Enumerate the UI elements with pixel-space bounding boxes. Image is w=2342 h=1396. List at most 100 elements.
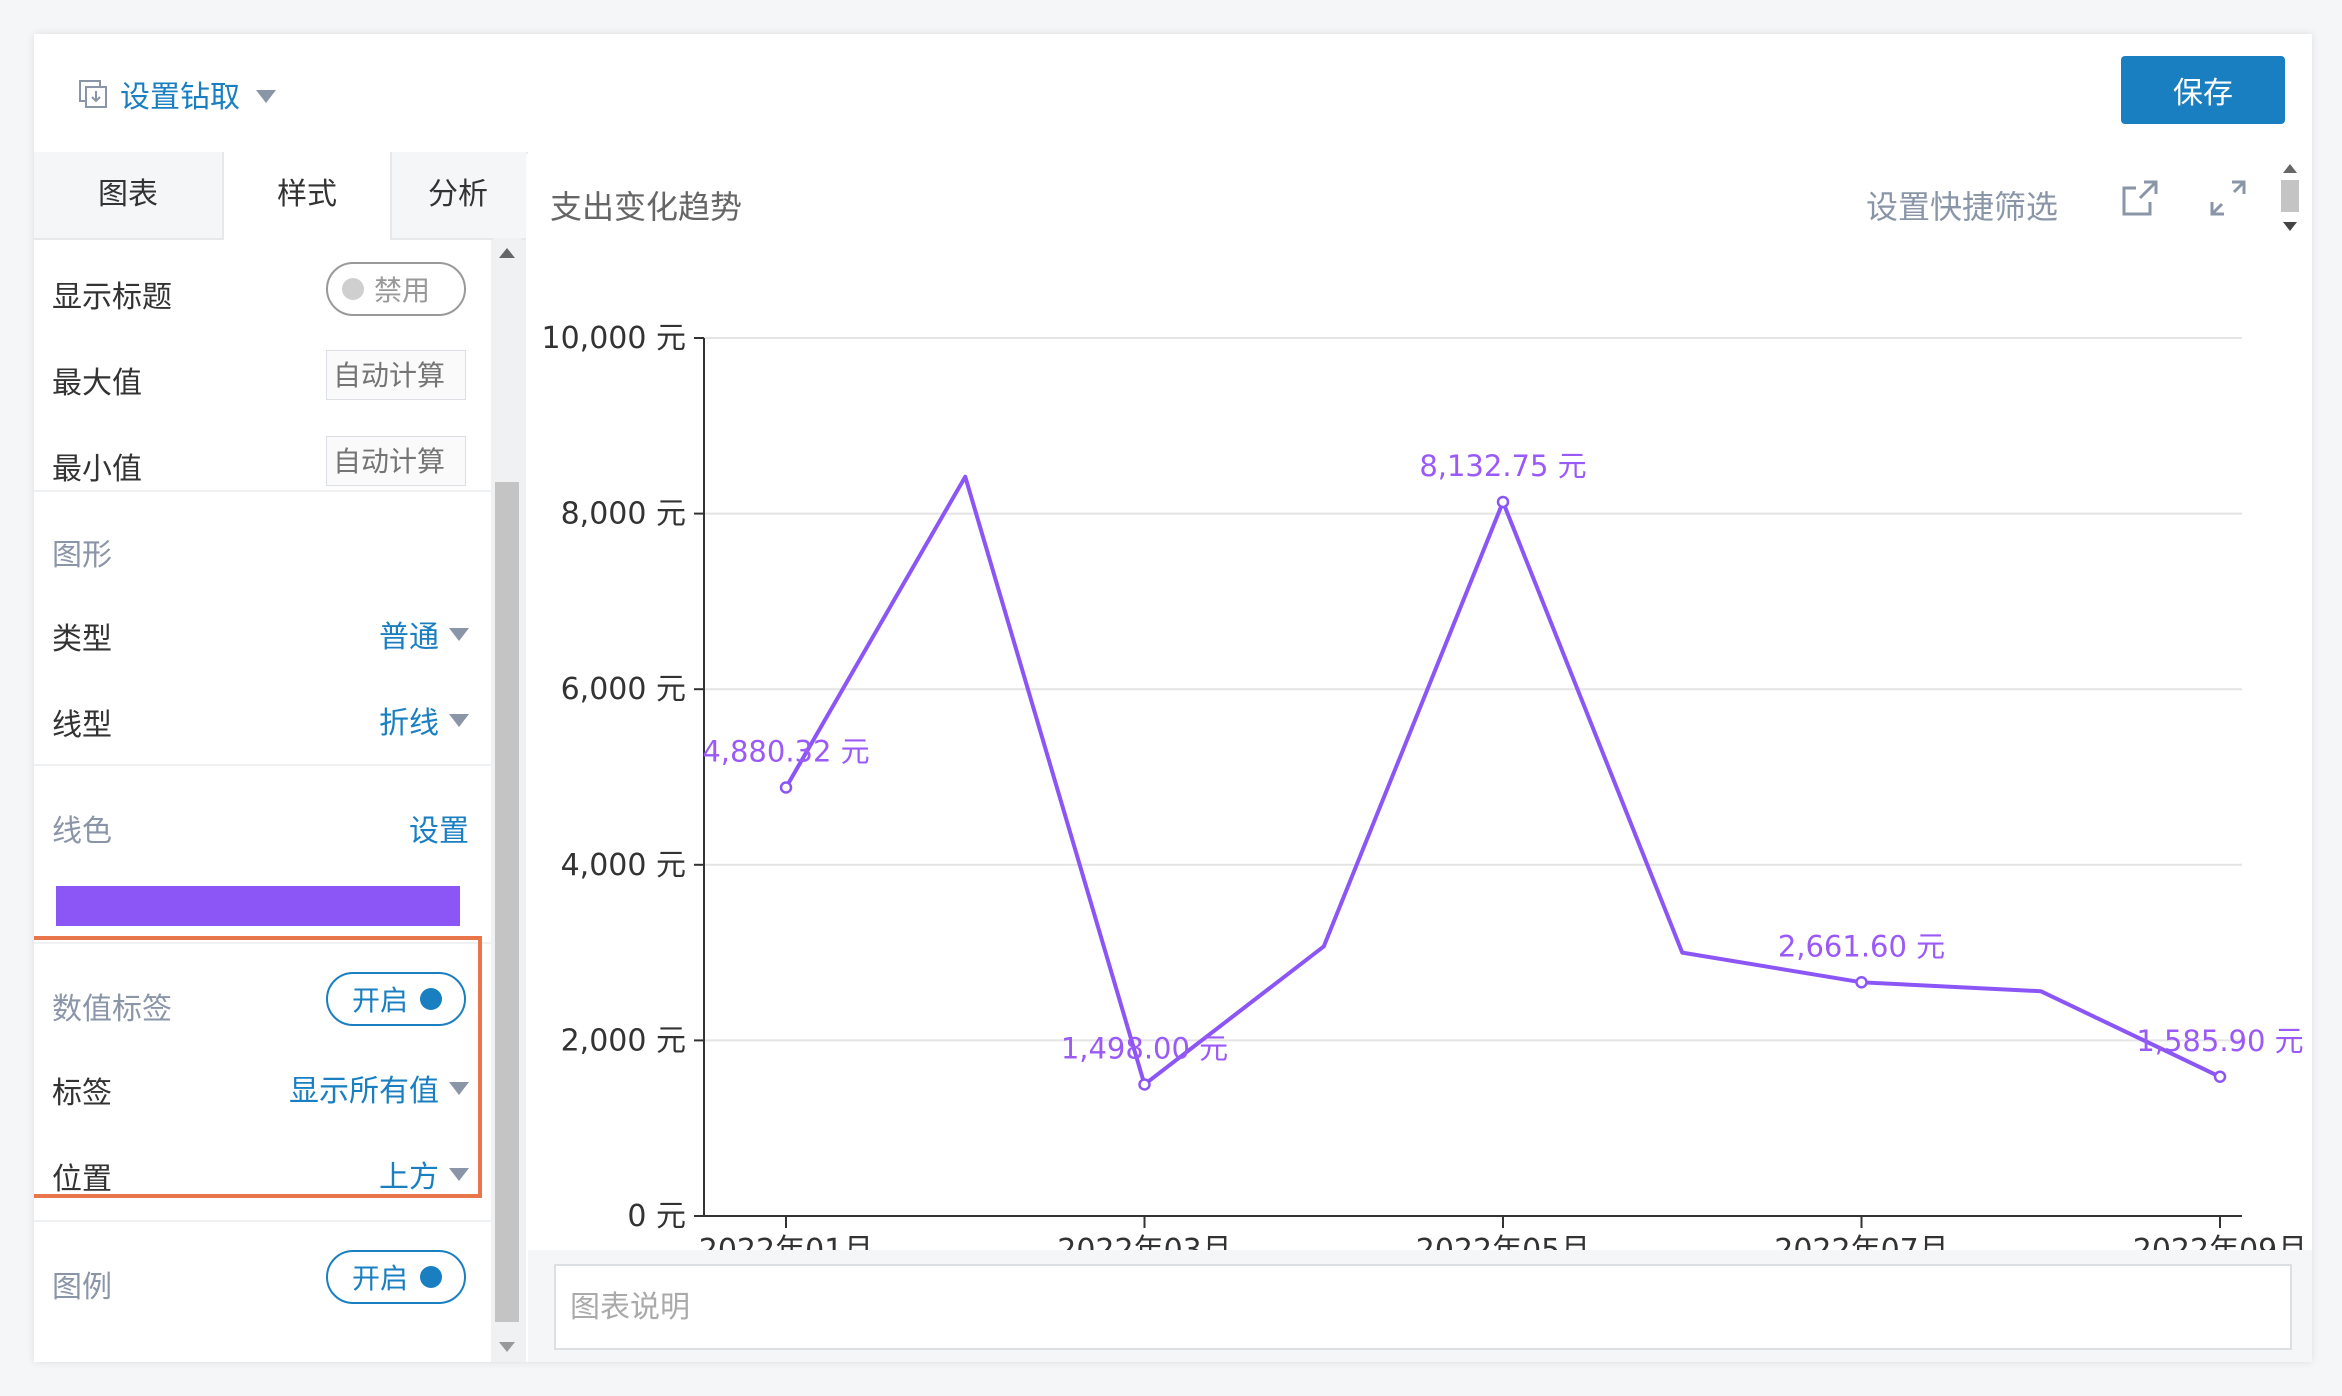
type-dropdown[interactable]: 普通 [379, 612, 469, 656]
label-row: 标签 显示所有值 [34, 1056, 491, 1116]
y-tick-label: 4,000 元 [561, 848, 686, 883]
max-value-label: 最大值 [52, 366, 142, 401]
chart-editor: 设置钻取 保存 图表 样式 分析 显示标题 禁用 最大值 [34, 34, 2312, 1362]
chevron-down-icon [256, 89, 276, 103]
panel-scrollbar[interactable] [493, 238, 521, 1362]
toggle-dot-icon [342, 278, 364, 300]
data-point [1496, 495, 1510, 509]
panel-tabs: 图表 样式 分析 [34, 152, 526, 240]
tab-analysis[interactable]: 分析 [428, 177, 488, 212]
shape-section: 图形 类型 普通 线型 折线 [34, 492, 491, 764]
legend-toggle[interactable]: 开启 [326, 1250, 466, 1304]
data-label: 1,585.90 元 [2136, 1024, 2303, 1058]
legend-toggle-label: 开启 [352, 1262, 409, 1295]
chevron-down-icon [449, 713, 469, 727]
shape-header-row: 图形 [34, 518, 491, 578]
show-title-toggle-label: 禁用 [374, 274, 431, 307]
y-tick-label: 10,000 元 [541, 321, 686, 356]
drill-icon [79, 80, 107, 108]
line-chart: 0 元2,000 元4,000 元6,000 元8,000 元10,000 元 … [541, 321, 2308, 1250]
legend-row: 图例 开启 [34, 1250, 491, 1310]
line-color-swatch[interactable] [56, 886, 460, 926]
tab-chart[interactable]: 图表 [98, 177, 158, 212]
label-label: 标签 [52, 1076, 112, 1111]
chart-area: 支出变化趋势 设置快捷筛选 0 元 2,000 元 4,000 元 6,000 元 8,… [528, 152, 2312, 1362]
scroll-thumb[interactable] [495, 482, 519, 1322]
quick-filter-link[interactable]: 设置快捷筛选 [1866, 188, 2059, 226]
share-icon[interactable] [2120, 178, 2160, 218]
scroll-down-icon[interactable] [2283, 222, 2297, 231]
grid-lines [704, 337, 2242, 1042]
scroll-down-icon[interactable] [499, 1342, 515, 1352]
fullscreen-icon[interactable] [2208, 178, 2248, 218]
label-dropdown[interactable]: 显示所有值 [289, 1066, 469, 1110]
tab-style[interactable]: 样式 [222, 152, 392, 240]
scroll-up-icon[interactable] [499, 248, 515, 258]
scroll-up-icon[interactable] [2283, 164, 2297, 173]
x-tick-label: 2022年09月 [2133, 1233, 2308, 1250]
line-type-dropdown[interactable]: 折线 [379, 698, 469, 742]
chart-scrollbar[interactable] [2278, 162, 2302, 252]
y-tick-label: 2,000 元 [561, 1023, 686, 1058]
value-label-toggle-label: 开启 [352, 984, 409, 1017]
line-type-row: 线型 折线 [34, 688, 491, 748]
legend-section: 图例 开启 [34, 1222, 491, 1362]
line-color-set-link[interactable]: 设置 [409, 814, 469, 849]
x-axis: 2022年01月 2022年03月 2022年05月 2022年07月 2022年09月 [699, 1215, 2308, 1250]
style-panel: 图表 样式 分析 显示标题 禁用 最大值 最小值 [34, 152, 526, 1362]
data-label: 4,880.32 元 [702, 735, 869, 769]
show-title-label: 显示标题 [52, 280, 172, 315]
line-color-row: 线色 设置 [34, 794, 491, 854]
data-point [1138, 1078, 1151, 1091]
x-tick-label: 2022年07月 [1774, 1233, 1949, 1250]
value-label-title: 数值标签 [52, 992, 172, 1027]
data-points [779, 495, 2227, 1091]
data-label: 2,661.60 元 [1778, 929, 1945, 963]
series-line [784, 474, 2221, 1087]
data-point [2213, 1070, 2227, 1084]
value-label-toggle[interactable]: 开启 [326, 972, 466, 1026]
y-tick-label: 0 元 [627, 1199, 686, 1234]
show-title-toggle[interactable]: 禁用 [326, 262, 466, 316]
drill-setting-dropdown[interactable]: 设置钻取 [78, 72, 276, 116]
max-value-input[interactable] [326, 350, 466, 400]
property-list: 显示标题 禁用 最大值 最小值 图形 [34, 240, 491, 1362]
type-value: 普通 [379, 620, 439, 655]
scroll-thumb[interactable] [2281, 180, 2299, 212]
x-tick-label: 2022年05月 [1416, 1233, 1591, 1250]
line-color-section: 线色 设置 [34, 766, 491, 942]
position-value: 上方 [379, 1160, 439, 1195]
position-dropdown[interactable]: 上方 [379, 1152, 469, 1196]
data-point [779, 781, 793, 794]
line-type-label: 线型 [52, 708, 112, 743]
value-label-row: 数值标签 开启 [34, 972, 491, 1032]
label-value: 显示所有值 [289, 1074, 439, 1109]
data-labels: 4,880.32 元 1,498.00 元 8,132.75 元 2,661.60 元… [702, 449, 2303, 1066]
chart-description-input[interactable] [554, 1264, 2292, 1350]
chevron-down-icon [449, 1081, 469, 1095]
axis-section: 显示标题 禁用 最大值 最小值 [34, 240, 491, 490]
min-value-input[interactable] [326, 436, 466, 486]
toggle-dot-icon [420, 1266, 443, 1288]
y-axis: 0 元 2,000 元 4,000 元 6,000 元 8,000 元 10,000 元 [541, 321, 705, 1234]
x-tick-label: 2022年03月 [1057, 1233, 1232, 1250]
toggle-dot-icon [420, 988, 443, 1010]
line-color-label: 线色 [52, 814, 112, 849]
position-row: 位置 上方 [34, 1142, 491, 1202]
chevron-down-icon [449, 627, 469, 641]
data-label: 8,132.75 元 [1419, 449, 1586, 483]
show-title-row: 显示标题 禁用 [34, 260, 491, 320]
data-point [1855, 976, 1868, 989]
legend-label: 图例 [52, 1270, 112, 1305]
position-label: 位置 [52, 1162, 112, 1197]
min-value-row: 最小值 [34, 432, 491, 492]
top-toolbar: 设置钻取 保存 [34, 34, 2312, 154]
y-tick-label: 6,000 元 [561, 672, 686, 707]
drill-label: 设置钻取 [120, 80, 240, 115]
data-label: 1,498.00 元 [1061, 1031, 1228, 1065]
chart-title: 支出变化趋势 [550, 188, 743, 226]
shape-section-title: 图形 [52, 538, 112, 573]
min-value-label: 最小值 [52, 452, 142, 487]
chevron-down-icon [449, 1167, 469, 1181]
save-button[interactable]: 保存 [2121, 56, 2285, 124]
